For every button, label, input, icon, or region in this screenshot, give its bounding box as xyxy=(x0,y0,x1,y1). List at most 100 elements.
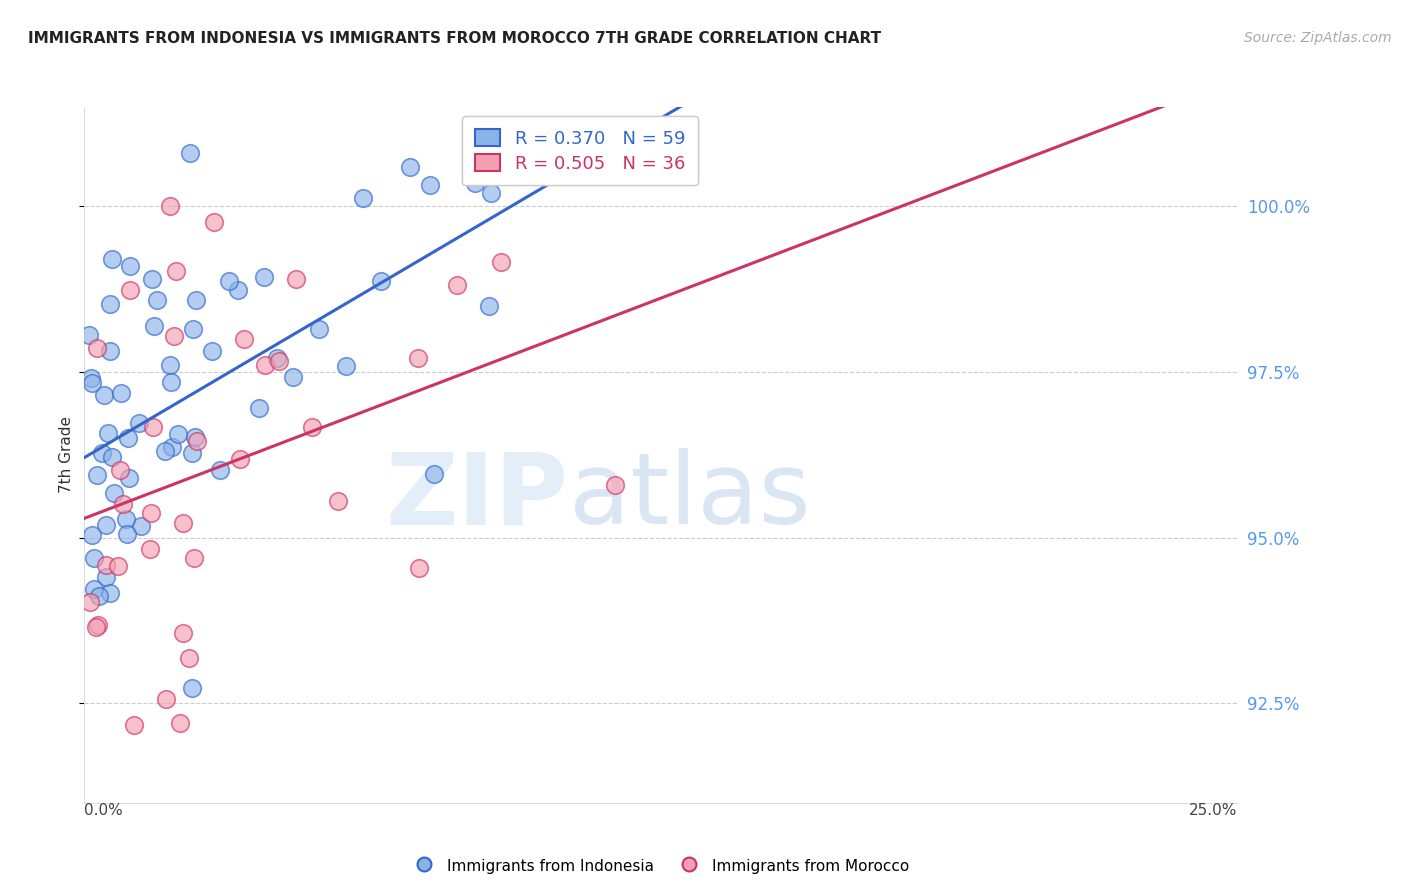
Point xyxy=(155,691,177,706)
Point xyxy=(80,371,103,385)
Point xyxy=(108,463,131,477)
Point xyxy=(281,370,304,384)
Point xyxy=(408,561,430,575)
Point xyxy=(122,718,145,732)
Point xyxy=(408,351,430,366)
Point xyxy=(77,328,100,343)
Point xyxy=(422,467,444,482)
Point xyxy=(201,344,224,359)
Text: 0.0%: 0.0% xyxy=(84,803,124,818)
Point xyxy=(142,420,165,434)
Point xyxy=(86,618,108,632)
Point xyxy=(328,494,350,508)
Text: 25.0%: 25.0% xyxy=(1189,803,1237,818)
Point xyxy=(172,516,194,530)
Point xyxy=(86,467,108,482)
Point xyxy=(93,388,115,402)
Legend: R = 0.370   N = 59, R = 0.505   N = 36: R = 0.370 N = 59, R = 0.505 N = 36 xyxy=(463,116,697,186)
Point xyxy=(101,252,124,267)
Point xyxy=(418,178,440,192)
Point xyxy=(103,486,125,500)
Point xyxy=(141,271,163,285)
Text: atlas: atlas xyxy=(568,448,810,545)
Point xyxy=(308,322,330,336)
Point xyxy=(247,401,270,416)
Point xyxy=(163,329,186,343)
Point xyxy=(117,431,139,445)
Point xyxy=(98,297,121,311)
Point xyxy=(180,681,202,695)
Point xyxy=(160,376,183,390)
Point xyxy=(167,426,190,441)
Point xyxy=(87,589,110,603)
Point xyxy=(142,319,165,334)
Point xyxy=(115,512,138,526)
Point xyxy=(118,259,141,273)
Point xyxy=(208,463,231,477)
Point xyxy=(110,386,132,401)
Point xyxy=(179,146,201,161)
Text: Source: ZipAtlas.com: Source: ZipAtlas.com xyxy=(1244,31,1392,45)
Point xyxy=(82,528,104,542)
Point xyxy=(98,586,121,600)
Point xyxy=(181,322,204,336)
Point xyxy=(464,176,486,190)
Point xyxy=(352,191,374,205)
Legend: Immigrants from Indonesia, Immigrants from Morocco: Immigrants from Indonesia, Immigrants fr… xyxy=(406,852,915,880)
Point xyxy=(118,283,141,297)
Point xyxy=(83,582,105,597)
Point xyxy=(128,416,150,430)
Point xyxy=(228,452,250,467)
Point xyxy=(86,341,108,355)
Point xyxy=(111,497,134,511)
Point xyxy=(101,450,124,465)
Point xyxy=(169,715,191,730)
Point xyxy=(96,569,118,583)
Point xyxy=(446,277,468,292)
Point xyxy=(285,272,308,286)
Point xyxy=(233,332,256,346)
Point xyxy=(228,283,250,297)
Point xyxy=(146,293,169,307)
Point xyxy=(159,358,181,372)
Point xyxy=(370,275,392,289)
Y-axis label: 7th Grade: 7th Grade xyxy=(59,417,75,493)
Point xyxy=(162,440,184,454)
Point xyxy=(179,651,201,665)
Point xyxy=(155,444,177,458)
Text: ZIP: ZIP xyxy=(385,448,568,545)
Point xyxy=(335,359,357,373)
Point xyxy=(184,293,207,307)
Point xyxy=(159,199,181,213)
Point xyxy=(399,160,422,174)
Point xyxy=(129,518,152,533)
Point xyxy=(181,446,204,460)
Point xyxy=(186,434,208,449)
Point xyxy=(97,426,120,441)
Point xyxy=(90,445,112,459)
Point xyxy=(107,558,129,573)
Point xyxy=(117,471,139,485)
Point xyxy=(84,620,107,634)
Point xyxy=(183,551,205,566)
Point xyxy=(479,186,502,200)
Point xyxy=(79,595,101,609)
Point xyxy=(96,558,118,573)
Point xyxy=(98,344,121,359)
Text: IMMIGRANTS FROM INDONESIA VS IMMIGRANTS FROM MOROCCO 7TH GRADE CORRELATION CHART: IMMIGRANTS FROM INDONESIA VS IMMIGRANTS … xyxy=(28,31,882,46)
Point xyxy=(165,264,187,278)
Point xyxy=(183,430,205,444)
Point xyxy=(202,215,225,229)
Point xyxy=(172,625,194,640)
Point xyxy=(267,354,290,368)
Point xyxy=(218,274,240,288)
Point xyxy=(138,542,160,557)
Point xyxy=(478,299,501,313)
Point xyxy=(96,517,118,532)
Point xyxy=(603,478,626,492)
Point xyxy=(253,359,276,373)
Point xyxy=(491,255,513,269)
Point xyxy=(115,527,138,541)
Point xyxy=(139,506,162,520)
Point xyxy=(301,420,323,434)
